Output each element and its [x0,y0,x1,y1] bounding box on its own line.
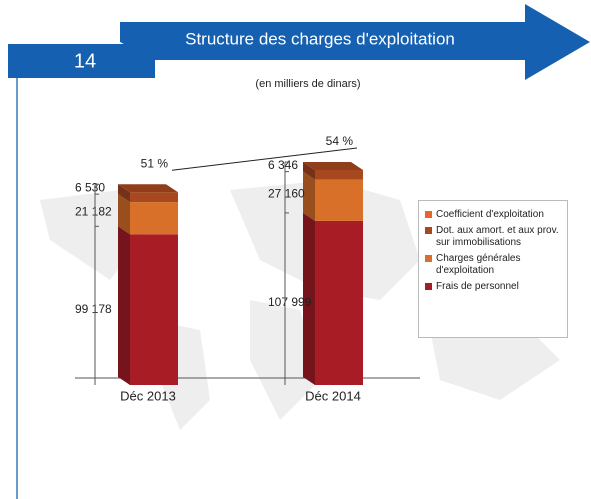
legend-item: Charges générales d'exploitation [425,253,563,277]
legend-label: Coefficient d'exploitation [436,209,544,220]
bar [315,179,363,221]
bar-top [118,184,178,193]
bar [130,192,178,203]
legend-label: Frais de personnel [436,281,519,292]
value-label: 107 999 [268,295,312,309]
legend-label: Charges générales d'exploitation [436,253,521,276]
bar-side [118,184,130,203]
bar-side [118,226,130,385]
bar-side [303,162,315,180]
page-number-box [8,44,155,78]
value-label: 6 346 [268,158,298,172]
title-banner [120,4,590,80]
legend-swatch [425,227,432,234]
legend-swatch [425,283,432,290]
x-tick-label: Déc 2013 [120,388,176,403]
bar [130,234,178,385]
legend: Coefficient d'exploitation Dot. aux amort… [418,200,568,338]
bar [130,202,178,235]
legend-item: Coefficient d'exploitation [425,209,563,221]
legend-swatch [425,211,432,218]
coefficient-label: 54 % [326,134,354,148]
legend-item: Dot. aux amort. et aux prov. sur immobil… [425,225,563,249]
page-number: 14 [74,50,96,72]
bar [315,170,363,180]
x-tick-label: Déc 2014 [305,388,361,403]
coefficient-label: 51 % [141,156,169,170]
chart-title: Structure des charges d'exploitation [185,29,455,48]
chart-subtitle: (en milliers de dinars) [255,78,360,90]
value-label: 6 530 [75,180,105,194]
legend-swatch [425,255,432,262]
bar [315,220,363,385]
value-label: 21 182 [75,204,112,218]
bar-top [303,162,363,170]
bar-side [303,171,315,221]
bar-side [118,194,130,235]
value-label: 99 178 [75,302,112,316]
coefficient-line [171,147,358,171]
legend-label: Dot. aux amort. et aux prov. sur immobil… [436,225,559,248]
legend-item: Frais de personnel [425,281,563,293]
value-label: 27 160 [268,186,305,200]
bar-side [303,212,315,385]
